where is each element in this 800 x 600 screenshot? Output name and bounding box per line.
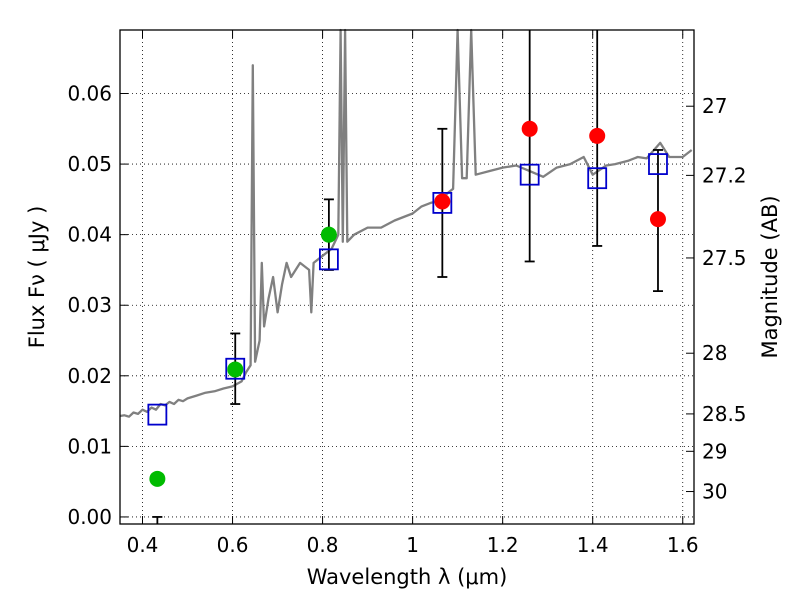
green-data-point — [149, 470, 166, 487]
model-square — [648, 153, 668, 175]
x-tick-label: 1.6 — [667, 533, 699, 557]
x-tick-label: 1.2 — [487, 533, 519, 557]
y-tick-label: 0.01 — [67, 434, 112, 458]
model-square — [519, 163, 540, 186]
model-square — [147, 403, 168, 426]
green-data-point — [320, 226, 337, 243]
x-tick-label: 0.8 — [307, 533, 339, 557]
model-square — [225, 357, 246, 380]
grid-lines — [120, 30, 694, 524]
y2-tick-label: 27.5 — [702, 246, 747, 270]
y2-tick-label: 29 — [702, 439, 727, 463]
y2-tick-label: 28.5 — [702, 402, 747, 426]
y2-tick-label: 28 — [702, 341, 727, 365]
x-tick-label: 1.4 — [577, 533, 609, 557]
y-tick-label: 0.03 — [67, 293, 112, 317]
plot-frame — [119, 29, 695, 525]
x-tick-label: 1 — [406, 533, 419, 557]
tick-marks — [120, 30, 694, 524]
model-photometry-series — [147, 153, 668, 426]
y-tick-label: 0.02 — [67, 364, 112, 388]
x-axis-title: Wavelength λ (μm) — [307, 565, 508, 589]
model-square — [587, 167, 608, 190]
y2-tick-label: 27.2 — [702, 163, 747, 187]
red-data-point — [434, 193, 451, 210]
y-tick-label: 0.04 — [67, 223, 112, 247]
green-data-point — [227, 361, 244, 378]
red-data-point — [589, 127, 606, 144]
y2-tick-label: 27 — [702, 94, 727, 118]
x-tick-label: 0.4 — [127, 533, 159, 557]
y2-tick-label: 30 — [702, 480, 727, 504]
red-data-point — [649, 211, 666, 228]
red-data-point — [521, 120, 538, 137]
y-tick-label: 0.06 — [67, 82, 112, 106]
tick-labels: 0.4 0.6 0.8 1 1.2 1.4 1.6 0.00 0.01 0.02 0.03 0.04 0… — [67, 82, 746, 557]
error-bars — [152, 30, 663, 524]
y-axis-title: Flux Fν ( μJy ) — [25, 206, 49, 349]
observed-photometry-series — [149, 120, 666, 487]
y2-axis-title: Magnitude (AB) — [758, 195, 782, 358]
model-square — [432, 191, 453, 214]
y-tick-label: 0.05 — [67, 152, 112, 176]
model-square — [318, 248, 339, 271]
x-tick-label: 0.6 — [217, 533, 249, 557]
spectrum-line — [119, 28, 693, 418]
spectrum-series — [119, 28, 693, 418]
y-tick-label: 0.00 — [67, 505, 112, 529]
